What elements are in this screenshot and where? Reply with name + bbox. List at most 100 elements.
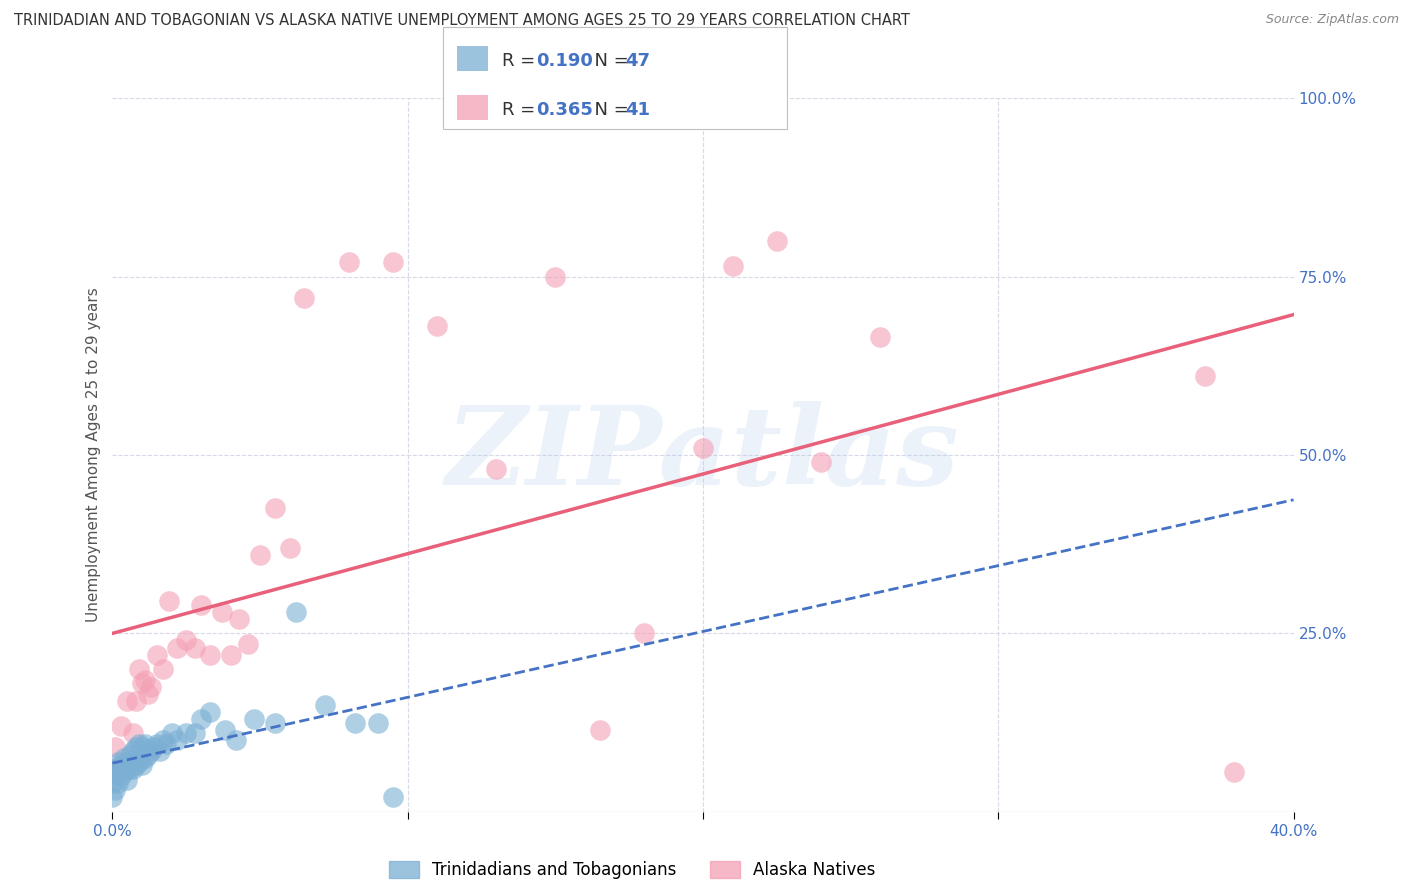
Point — [146, 648, 169, 662]
Point — [343, 715, 366, 730]
Point — [166, 640, 188, 655]
Point — [214, 723, 236, 737]
Point — [122, 726, 145, 740]
Point — [125, 694, 148, 708]
Point — [125, 740, 148, 755]
Point — [107, 776, 129, 790]
Text: N =: N = — [583, 52, 636, 70]
Point — [174, 633, 197, 648]
Point — [1223, 765, 1246, 780]
Point — [633, 626, 655, 640]
Point — [101, 790, 124, 805]
Point — [278, 541, 301, 555]
Point — [134, 751, 156, 765]
Point — [166, 733, 188, 747]
Text: R =: R = — [502, 101, 541, 119]
Point — [174, 726, 197, 740]
Point — [264, 501, 287, 516]
Point — [152, 662, 174, 676]
Point — [104, 740, 127, 755]
Point — [101, 776, 124, 790]
Point — [292, 291, 315, 305]
Point — [112, 765, 135, 780]
Point — [112, 751, 135, 765]
Point — [264, 715, 287, 730]
Point — [120, 747, 142, 762]
Text: 0.190: 0.190 — [536, 52, 592, 70]
Point — [136, 747, 159, 762]
Point — [190, 712, 212, 726]
Point — [122, 744, 145, 758]
Text: 0.365: 0.365 — [536, 101, 592, 119]
Point — [134, 673, 156, 687]
Point — [243, 712, 266, 726]
Point — [219, 648, 242, 662]
Point — [284, 605, 307, 619]
Point — [122, 762, 145, 776]
Point — [142, 740, 165, 755]
Text: Source: ZipAtlas.com: Source: ZipAtlas.com — [1265, 13, 1399, 27]
Point — [107, 755, 129, 769]
Point — [101, 762, 124, 776]
Point — [160, 726, 183, 740]
Point — [117, 772, 138, 787]
Point — [238, 637, 260, 651]
Point — [367, 715, 389, 730]
Point — [766, 234, 789, 248]
Y-axis label: Unemployment Among Ages 25 to 29 years: Unemployment Among Ages 25 to 29 years — [86, 287, 101, 623]
Point — [117, 755, 138, 769]
Point — [128, 662, 150, 676]
Text: 41: 41 — [626, 101, 651, 119]
Point — [131, 758, 153, 772]
Point — [117, 694, 138, 708]
Point — [125, 758, 148, 772]
Point — [225, 733, 247, 747]
Point — [485, 462, 508, 476]
Point — [211, 605, 233, 619]
Point — [692, 441, 714, 455]
Point — [544, 269, 567, 284]
Point — [810, 455, 832, 469]
Point — [337, 255, 360, 269]
Point — [120, 762, 142, 776]
Point — [110, 769, 132, 783]
Point — [382, 790, 405, 805]
Text: R =: R = — [502, 52, 541, 70]
Text: N =: N = — [583, 101, 636, 119]
Point — [157, 594, 180, 608]
Point — [146, 737, 169, 751]
Point — [198, 705, 221, 719]
Point — [128, 755, 150, 769]
Point — [190, 598, 212, 612]
Point — [314, 698, 336, 712]
Text: ZIPatlas: ZIPatlas — [446, 401, 960, 508]
Point — [139, 680, 162, 694]
Point — [128, 737, 150, 751]
Point — [184, 640, 207, 655]
Point — [131, 676, 153, 690]
Point — [588, 723, 610, 737]
Point — [104, 765, 127, 780]
Point — [228, 612, 250, 626]
Point — [869, 330, 891, 344]
Point — [110, 719, 132, 733]
Point — [155, 737, 177, 751]
Point — [131, 740, 153, 755]
Point — [249, 548, 271, 562]
Point — [149, 744, 172, 758]
Point — [110, 758, 132, 772]
Text: TRINIDADIAN AND TOBAGONIAN VS ALASKA NATIVE UNEMPLOYMENT AMONG AGES 25 TO 29 YEA: TRINIDADIAN AND TOBAGONIAN VS ALASKA NAT… — [14, 13, 910, 29]
Point — [184, 726, 207, 740]
Point — [136, 687, 159, 701]
Point — [139, 744, 162, 758]
Point — [198, 648, 221, 662]
Point — [721, 259, 744, 273]
Text: 47: 47 — [626, 52, 651, 70]
Point — [101, 762, 124, 776]
Point — [104, 783, 127, 797]
Point — [1194, 369, 1216, 384]
Point — [426, 319, 449, 334]
Point — [134, 737, 156, 751]
Legend: Trinidadians and Tobagonians, Alaska Natives: Trinidadians and Tobagonians, Alaska Nat… — [382, 854, 882, 886]
Point — [382, 255, 405, 269]
